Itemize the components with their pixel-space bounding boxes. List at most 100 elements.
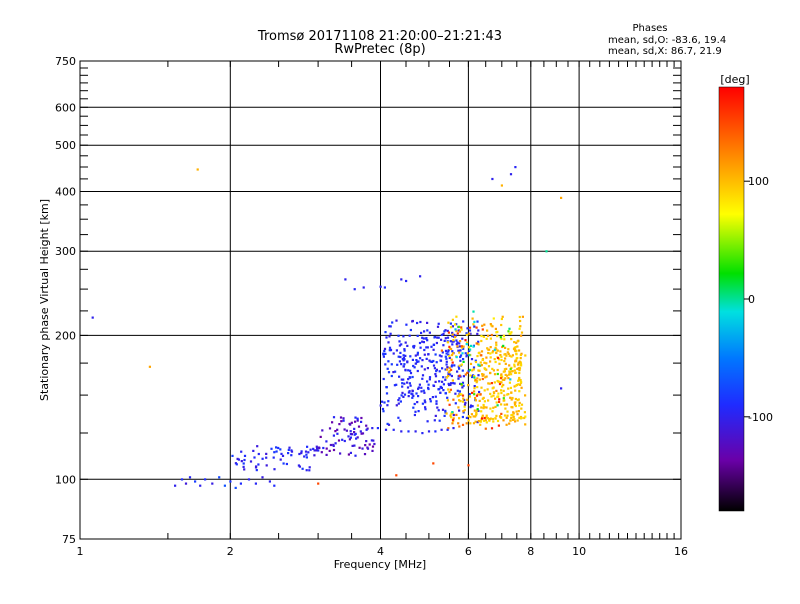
data-point <box>485 421 488 424</box>
data-point <box>343 428 346 431</box>
data-point <box>379 285 382 288</box>
data-point <box>480 334 483 338</box>
data-point <box>468 332 471 335</box>
data-point <box>469 348 472 351</box>
data-point <box>517 410 520 413</box>
data-point <box>421 359 424 362</box>
data-point <box>353 288 356 291</box>
data-point <box>499 354 502 357</box>
data-point <box>494 417 497 420</box>
data-point <box>439 359 442 362</box>
data-point <box>448 366 451 369</box>
data-point <box>457 422 460 425</box>
data-point <box>253 456 256 459</box>
data-point <box>448 369 451 372</box>
data-point <box>458 345 461 348</box>
data-point <box>440 349 443 352</box>
data-point <box>402 354 405 357</box>
data-point <box>517 366 520 370</box>
data-point <box>383 347 387 350</box>
data-point <box>272 456 275 459</box>
data-point <box>495 341 498 344</box>
data-point <box>425 357 428 360</box>
data-point <box>514 389 517 392</box>
data-point <box>387 360 390 363</box>
data-point <box>399 351 402 354</box>
data-point <box>394 370 397 373</box>
data-point <box>301 467 304 470</box>
data-point <box>484 376 487 379</box>
data-point <box>419 346 422 349</box>
data-point <box>435 370 438 373</box>
data-point <box>317 482 320 485</box>
data-point <box>313 449 316 452</box>
data-point <box>474 399 477 402</box>
data-point <box>482 419 486 422</box>
data-point <box>402 395 405 398</box>
data-point <box>383 286 386 289</box>
data-point <box>398 360 401 363</box>
data-point <box>265 456 268 459</box>
data-point <box>329 443 332 447</box>
data-point <box>492 350 495 353</box>
data-point <box>468 349 471 352</box>
data-point <box>211 482 214 485</box>
phases-mean-o: mean, sd,O: -83.6, 19.4 <box>608 35 726 46</box>
data-point <box>472 345 475 348</box>
data-point <box>509 173 513 176</box>
data-point <box>234 486 237 489</box>
data-point <box>434 375 438 378</box>
data-point <box>489 371 492 375</box>
data-point <box>516 340 519 343</box>
data-point <box>493 391 496 394</box>
data-point <box>467 415 470 418</box>
data-point <box>449 383 452 386</box>
data-point <box>518 349 521 352</box>
data-point <box>435 361 438 364</box>
data-point <box>356 419 359 422</box>
data-point <box>417 387 420 390</box>
data-point <box>332 448 336 452</box>
data-point <box>242 462 245 465</box>
data-point <box>481 397 484 400</box>
data-point <box>518 390 521 393</box>
data-point <box>524 354 527 357</box>
data-point <box>432 343 435 346</box>
data-point <box>458 399 461 402</box>
data-point <box>446 399 449 402</box>
data-point <box>341 438 344 441</box>
data-point <box>388 335 391 338</box>
data-point <box>494 346 497 349</box>
data-point <box>339 452 342 455</box>
data-point <box>384 352 387 355</box>
data-point <box>477 363 480 366</box>
data-point <box>308 469 311 472</box>
data-point <box>476 393 479 396</box>
data-point <box>451 318 454 321</box>
data-point <box>482 405 485 409</box>
data-point <box>489 392 492 395</box>
data-point <box>471 375 474 379</box>
data-point <box>496 349 499 352</box>
data-point <box>518 327 521 330</box>
data-point <box>461 369 464 372</box>
data-point <box>515 410 518 413</box>
data-point <box>451 325 454 328</box>
data-point <box>429 360 432 363</box>
data-point <box>497 356 500 360</box>
data-point <box>443 414 446 417</box>
data-point <box>390 363 393 366</box>
data-point <box>495 331 498 334</box>
data-point <box>365 424 368 427</box>
data-point <box>298 465 301 468</box>
data-point <box>462 410 465 413</box>
data-point <box>268 480 271 483</box>
data-point <box>435 368 438 371</box>
data-point <box>447 373 450 376</box>
data-point <box>425 337 428 340</box>
data-point <box>290 454 293 457</box>
data-point <box>497 392 500 395</box>
data-point <box>458 364 461 367</box>
data-point <box>432 348 435 351</box>
data-point <box>304 450 308 453</box>
